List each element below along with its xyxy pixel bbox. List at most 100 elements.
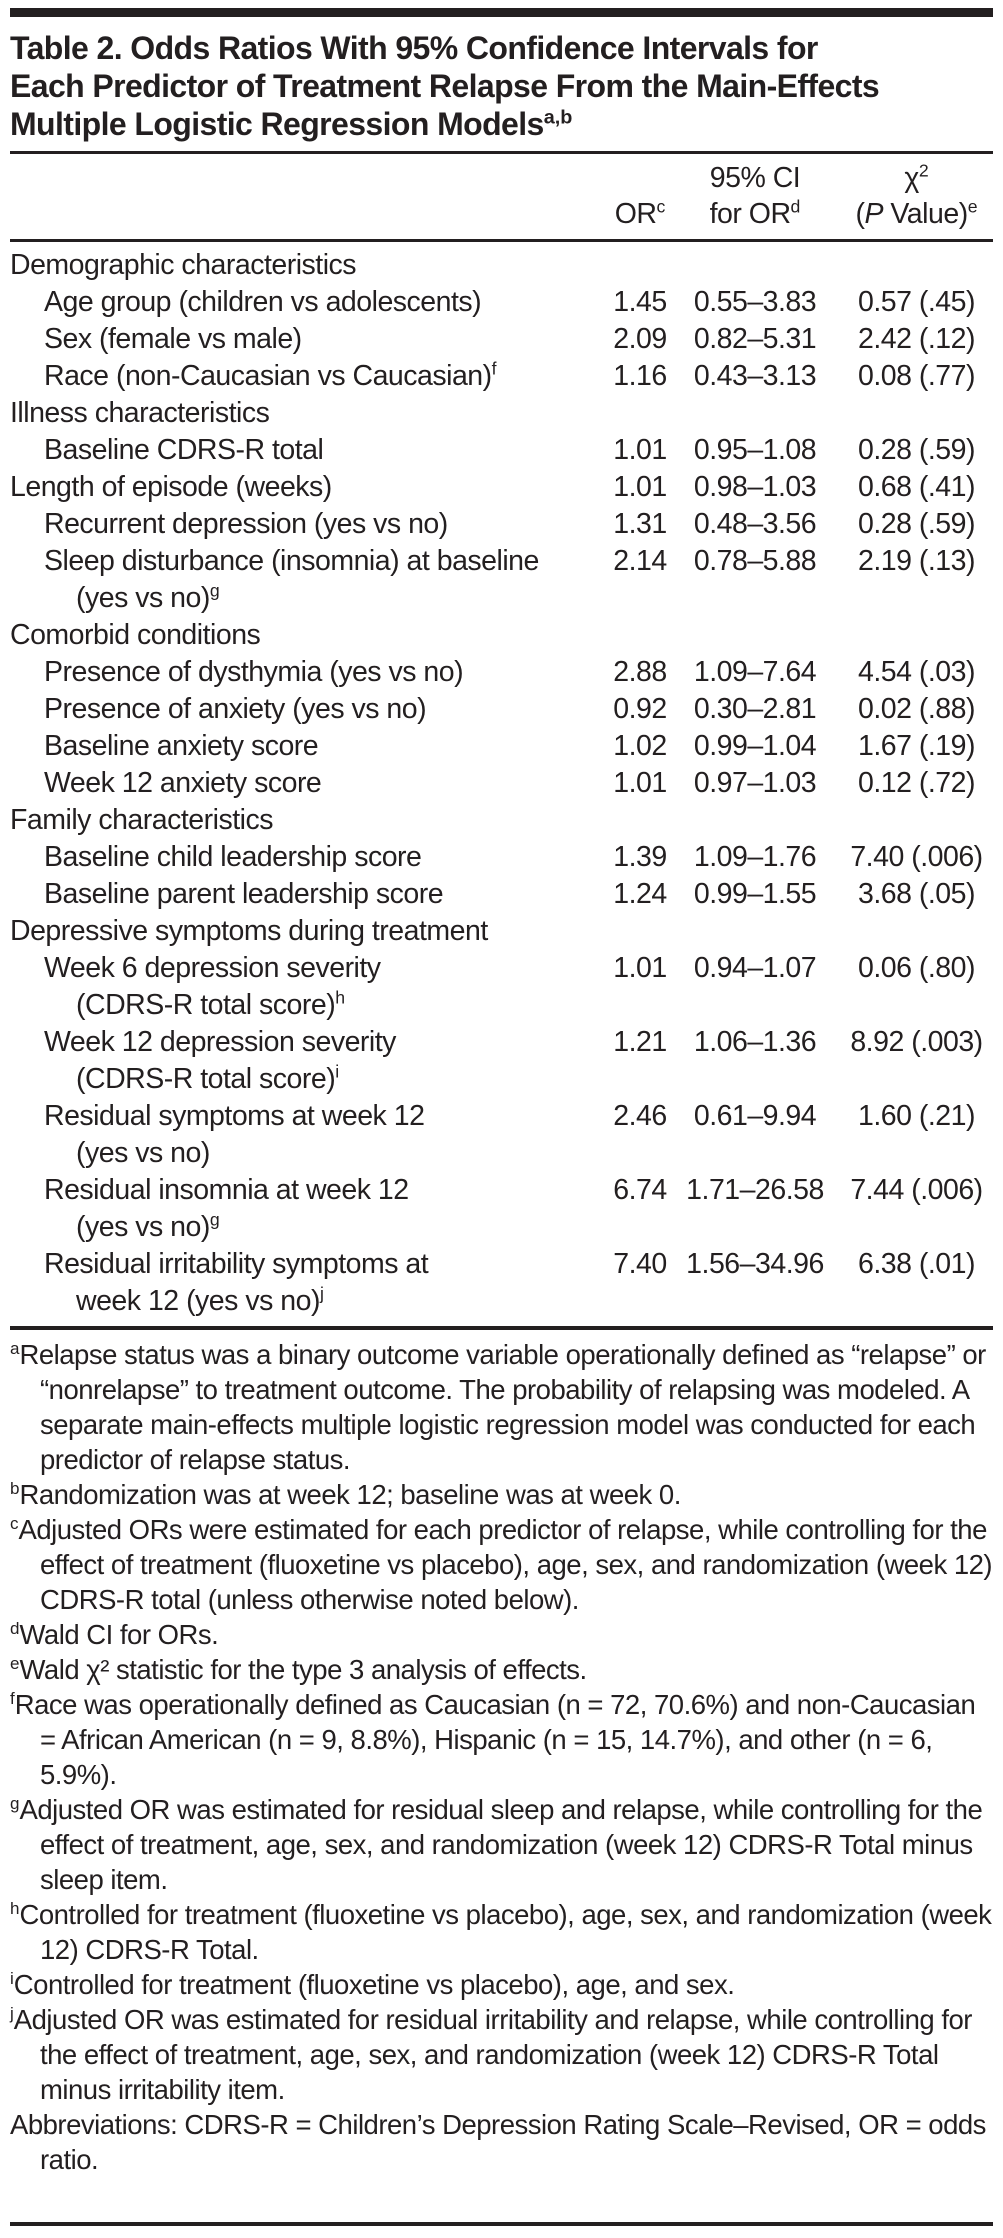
or-value: 6.74 [613, 1174, 667, 1206]
table-row: Baseline anxiety score 1.02 0.99–1.04 1.… [10, 728, 993, 765]
column-header-chi-square: χ2 (P Value)e [855, 160, 978, 230]
ci-value: 0.43–3.13 [693, 360, 817, 392]
footnotes: aRelapse status was a binary outcome var… [10, 1330, 993, 2177]
footnote-marker: e [10, 1653, 20, 1673]
ci-value: 0.98–1.03 [693, 471, 817, 503]
footnote: gAdjusted OR was estimated for residual … [10, 1793, 983, 1895]
chi-square-value: 8.92 (.003) [850, 1026, 983, 1058]
rule-below-title [10, 151, 993, 154]
or-value: 1.01 [613, 471, 667, 503]
chi-square-value: 0.02 (.88) [858, 693, 976, 725]
table-row: Depressive symptoms during treatment [10, 913, 993, 950]
or-value: 1.45 [613, 286, 667, 318]
footnote-marker: a [10, 1338, 20, 1358]
footnote-marker: b [10, 1478, 20, 1498]
ci-value: 1.71–26.58 [686, 1174, 824, 1206]
row-label: Presence of dysthymia (yes vs no) [44, 656, 464, 688]
or-value: 1.21 [613, 1026, 667, 1058]
chi-square-value: 0.28 (.59) [858, 434, 976, 466]
table-row: Baseline parent leadership score 1.24 0.… [10, 876, 993, 913]
title-footnote-marker: a,b [543, 106, 573, 129]
column-header-ci: 95% CI for ORd [709, 162, 801, 230]
row-label: Recurrent depression (yes vs no) [44, 508, 448, 540]
footnote: eWald χ² statistic for the type 3 analys… [10, 1653, 587, 1685]
chi-square-value: 2.19 (.13) [858, 545, 976, 577]
ci-value: 0.99–1.04 [693, 730, 817, 762]
row-label: Race (non-Caucasian vs Caucasian)f [44, 358, 497, 392]
column-headers: ORc 95% CI for ORd χ2 (P Value)e [10, 154, 993, 239]
chi-square-value: 3.68 (.05) [858, 878, 976, 910]
row-label: Week 6 depression severity (CDRS-R total… [44, 952, 381, 1021]
row-label: Demographic characteristics [10, 249, 357, 281]
row-label: Week 12 depression severity (CDRS-R tota… [44, 1026, 396, 1095]
chi-square-value: 0.08 (.77) [858, 360, 976, 392]
or-value: 1.02 [613, 730, 667, 762]
chi-square-value: 7.40 (.006) [850, 841, 983, 873]
row-label: Residual symptoms at week 12 (yes vs no) [44, 1100, 425, 1169]
ci-value: 0.48–3.56 [693, 508, 817, 540]
chi-square-value: 0.12 (.72) [858, 767, 976, 799]
table-title-line: Multiple Logistic Regression Modelsa,b [10, 106, 573, 142]
ci-value: 0.30–2.81 [693, 693, 817, 725]
chi-square-value: 2.42 (.12) [858, 323, 976, 355]
row-label: Sleep disturbance (insomnia) at baseline… [44, 545, 539, 614]
chi-square-value: 1.67 (.19) [858, 730, 976, 762]
row-label: Family characteristics [10, 804, 273, 836]
table-row: Sex (female vs male) 2.09 0.82–5.31 2.42… [10, 321, 993, 358]
table-row: Residual symptoms at week 12 (yes vs no)… [10, 1098, 993, 1172]
table-row: Length of episode (weeks) 1.01 0.98–1.03… [10, 469, 993, 506]
table-title-line: Each Predictor of Treatment Relapse From… [10, 68, 880, 104]
or-value: 2.14 [613, 545, 667, 577]
footnote: Abbreviations: CDRS-R = Children’s Depre… [10, 2109, 986, 2175]
row-label: Age group (children vs adolescents) [44, 286, 482, 318]
or-value: 1.01 [613, 767, 667, 799]
row-footnote-marker: g [209, 1209, 220, 1230]
row-footnote-marker: g [209, 580, 220, 601]
ci-value: 0.61–9.94 [693, 1100, 817, 1132]
chi-square-value: 7.44 (.006) [850, 1174, 983, 1206]
chi-square-value: 1.60 (.21) [858, 1100, 976, 1132]
row-label: Baseline child leadership score [44, 841, 422, 873]
footnote: cAdjusted ORs were estimated for each pr… [10, 1513, 993, 1615]
or-value: 1.24 [613, 878, 667, 910]
ci-value: 1.06–1.36 [693, 1026, 817, 1058]
chi-square-value: 0.28 (.59) [858, 508, 976, 540]
row-label: Depressive symptoms during treatment [10, 915, 488, 947]
table-body: Demographic characteristics Age group (c… [10, 242, 993, 1326]
ci-value: 1.09–7.64 [693, 656, 817, 688]
table-row: Baseline CDRS-R total 1.01 0.95–1.08 0.2… [10, 432, 993, 469]
row-footnote-marker: h [335, 987, 346, 1008]
chi-square-value: 0.57 (.45) [858, 286, 976, 318]
ci-value: 1.09–1.76 [693, 841, 817, 873]
table-row: Week 6 depression severity (CDRS-R total… [10, 950, 993, 1024]
or-value: 2.46 [613, 1100, 667, 1132]
table-row: Residual irritability symptoms at week 1… [10, 1246, 993, 1320]
or-value: 1.39 [613, 841, 667, 873]
rule-below-body [10, 1326, 993, 1330]
table-row: Sleep disturbance (insomnia) at baseline… [10, 543, 993, 617]
table-row: Demographic characteristics [10, 247, 993, 284]
top-bar [10, 8, 993, 17]
chi-square-value: 0.68 (.41) [858, 471, 976, 503]
ci-value: 0.97–1.03 [693, 767, 817, 799]
row-label: Presence of anxiety (yes vs no) [44, 693, 427, 725]
footnote: hControlled for treatment (fluoxetine vs… [10, 1898, 992, 1965]
row-footnote-marker: j [319, 1283, 324, 1304]
table-row: Illness characteristics [10, 395, 993, 432]
ci-value: 0.55–3.83 [693, 286, 817, 318]
chi-square-value: 4.54 (.03) [858, 656, 976, 688]
ci-value: 0.82–5.31 [693, 323, 817, 355]
row-label: Illness characteristics [10, 397, 270, 429]
row-label: Baseline parent leadership score [44, 878, 444, 910]
table-row: Age group (children vs adolescents) 1.45… [10, 284, 993, 321]
row-label: Baseline CDRS-R total [44, 434, 324, 466]
row-label: Sex (female vs male) [44, 323, 302, 355]
column-header-or: ORc [614, 196, 666, 230]
or-value: 1.01 [613, 434, 667, 466]
footnote: jAdjusted OR was estimated for residual … [10, 2003, 972, 2105]
ci-value: 1.56–34.96 [686, 1248, 824, 1280]
chi-square-value: 0.06 (.80) [858, 952, 976, 984]
or-value: 1.01 [613, 952, 667, 984]
ci-value: 0.94–1.07 [693, 952, 817, 984]
